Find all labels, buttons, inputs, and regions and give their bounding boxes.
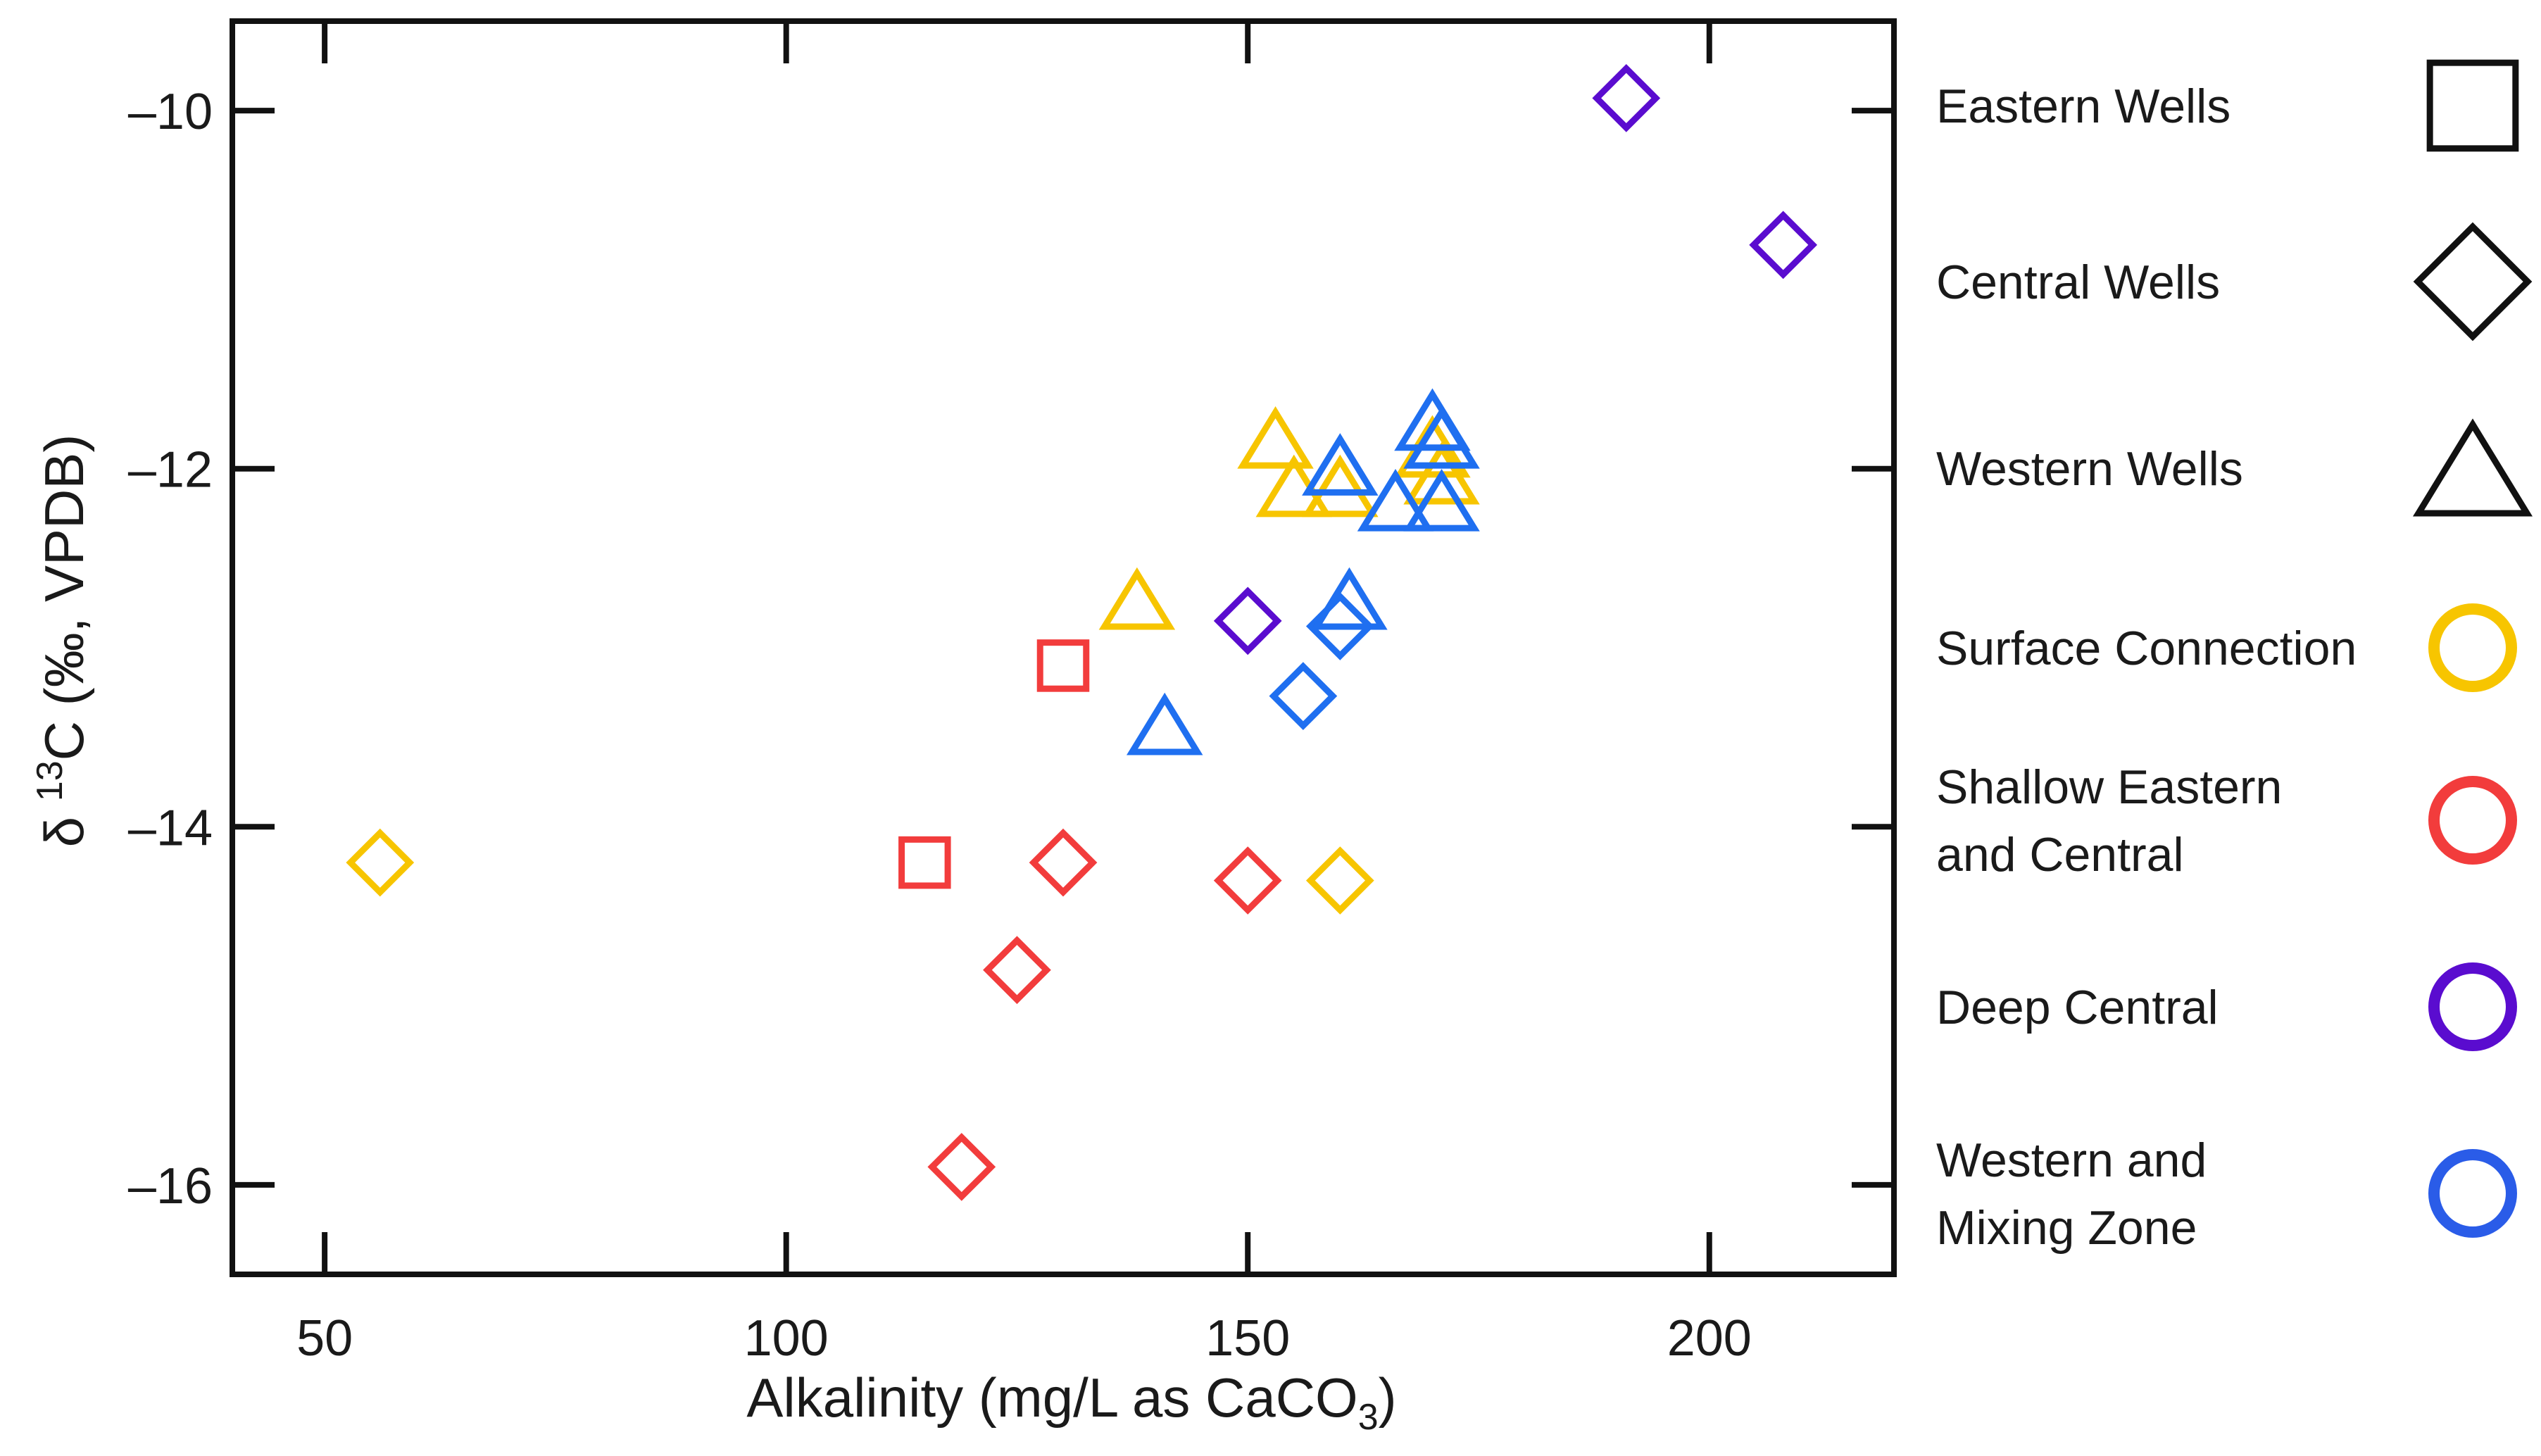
y-tick-label: –16 [128,1158,213,1215]
data-point-triangle [1403,468,1480,532]
x-axis-title: Alkalinity (mg/L as CaCO3) [746,1367,1396,1438]
legend-square-icon [2426,59,2519,152]
legend-label: Central Wells [1936,256,2220,309]
data-point-diamond [1269,662,1338,731]
data-point-triangle [1302,454,1379,517]
legend-circle-icon [2428,776,2517,865]
data-point-diamond [1029,828,1098,897]
x-tick-label: 200 [1667,1310,1752,1367]
data-point-triangle [1403,441,1480,505]
y-tick-label: –10 [128,84,213,140]
data-point-diamond [983,936,1051,1005]
y-tick-label: –14 [128,800,213,856]
data-point-diamond [1213,586,1282,655]
legend-label: Eastern Wells [1936,80,2231,133]
data-point-diamond [1749,211,1818,280]
data-point-triangle [1098,567,1176,630]
data-point-square [1036,639,1090,692]
legend: Eastern Wells Central Wells Western Wells S… [1936,59,2533,1255]
x-tick-label: 150 [1205,1310,1290,1367]
legend-circle-icon [2428,962,2517,1051]
data-point-triangle [1357,468,1434,532]
x-tick-label: 100 [744,1310,829,1367]
legend-label: Mixing Zone [1936,1201,2197,1255]
legend-triangle-icon [2412,418,2533,517]
y-axis-title: δ 13C (‰, VPDB) [30,434,95,848]
axes [230,18,1897,1277]
data-point-triangle [1311,567,1388,630]
data-point-diamond [1213,846,1282,915]
legend-circle-icon [2428,1149,2517,1238]
data-point-triangle [1403,406,1480,469]
data-point-diamond [346,828,415,897]
legend-label: Surface Connection [1936,622,2357,675]
data-point-triangle [1126,692,1203,755]
data-point-square [898,836,951,889]
y-tick-label: –12 [128,442,213,498]
data-point-diamond [1592,63,1661,132]
data-point-triangle [1302,433,1379,496]
axis-ticks: 50 100 150 200 –10 –12 –14 –16 [128,21,1894,1367]
data-point-diamond [927,1133,996,1201]
data-point-diamond [1305,846,1374,915]
legend-label: and Central [1936,828,2184,881]
legend-label: Shallow Eastern [1936,760,2282,814]
legend-circle-icon [2428,603,2517,692]
legend-label: Western and [1936,1134,2207,1187]
x-tick-label: 50 [296,1310,353,1367]
legend-label: Deep Central [1936,981,2219,1034]
legend-diamond-icon [2413,222,2533,341]
plot-frame [230,18,1897,1277]
legend-label: Western Wells [1936,442,2243,496]
data-points [346,63,1818,1201]
data-point-triangle [1237,406,1314,469]
